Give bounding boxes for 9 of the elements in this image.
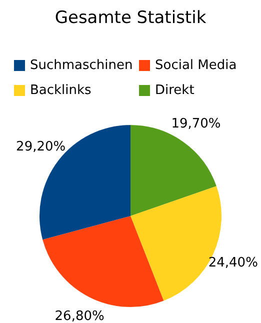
legend-label: Backlinks [30, 83, 92, 98]
legend-label: Suchmaschinen [30, 58, 133, 73]
legend-label: Social Media [155, 58, 237, 73]
data-label: 24,40% [208, 256, 258, 271]
data-label: 26,80% [54, 309, 104, 323]
chart-title: Gesamte Statistik [54, 8, 208, 28]
legend-label: Direkt [155, 83, 194, 98]
data-label: 19,70% [171, 116, 221, 132]
data-label: 29,20% [16, 140, 66, 155]
